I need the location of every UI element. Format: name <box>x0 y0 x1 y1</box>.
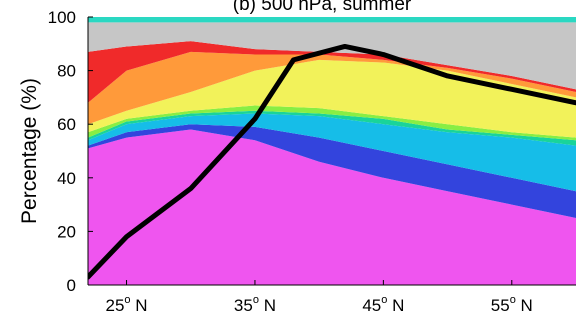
y-tick-labels: 0 20 40 60 80 100 <box>48 8 76 295</box>
band-2 <box>88 113 576 192</box>
y-tick-label: 20 <box>57 222 76 241</box>
band-6 <box>88 51 576 125</box>
band-9 <box>88 17 576 23</box>
band-1 <box>88 124 576 218</box>
y-tick-label: 40 <box>57 169 76 188</box>
y-tick-label: 80 <box>57 62 76 81</box>
y-tick-label: 60 <box>57 115 76 134</box>
y-axis-label: Percentage (%) <box>18 78 41 224</box>
x-tick-label: 25o N <box>106 294 148 315</box>
band-4 <box>88 105 576 141</box>
chart-title: (b) 500 hPa, summer <box>233 0 412 15</box>
line-series <box>88 43 576 280</box>
line-series-0 <box>88 43 576 280</box>
x-tick-label: 45o N <box>362 294 404 315</box>
band-8 <box>88 22 576 90</box>
x-tick-label: 55o N <box>491 294 533 315</box>
band-7 <box>88 41 576 103</box>
axes <box>87 16 576 286</box>
x-tick-labels: 25o N 35o N 45o N 55o N <box>106 294 533 315</box>
y-tick-label: 100 <box>48 8 76 27</box>
stacked-bands <box>88 17 576 285</box>
y-tick-label: 0 <box>67 276 76 295</box>
x-tick-label: 35o N <box>234 294 276 315</box>
